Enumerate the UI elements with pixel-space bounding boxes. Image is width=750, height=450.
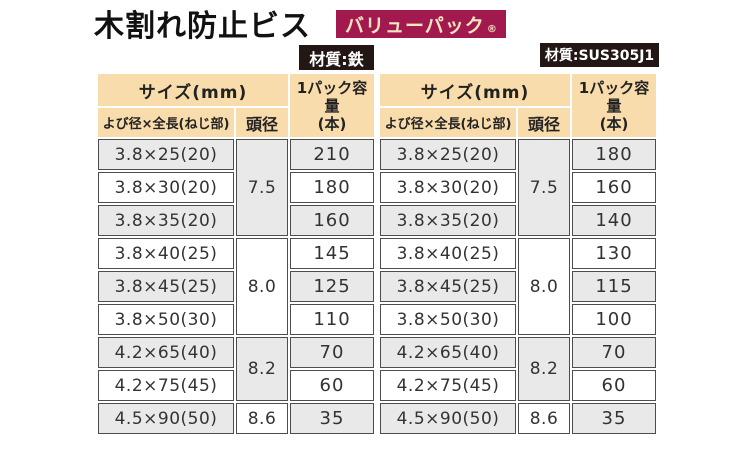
- size-cell: 4.5×90(50): [380, 403, 516, 434]
- size-group-header: サイズ(mm): [380, 74, 570, 106]
- table-row: 4.2×75(45) 60: [98, 370, 374, 401]
- spec-table-header: サイズ(mm) 1パック容量 (本) よび径×全長(ねじ部) 頭径: [380, 74, 656, 137]
- header-row-top: サイズ(mm) 1パック容量 (本): [98, 74, 374, 137]
- header-row-sub: よび径×全長(ねじ部) 頭径: [380, 108, 656, 137]
- value-pack-label: バリューパック: [345, 14, 485, 37]
- table-row: 3.8×25(20) 7.5 210: [98, 139, 374, 236]
- size-cell: 3.8×30(20): [380, 172, 516, 203]
- head-diameter-cell: 8.2: [236, 337, 288, 401]
- head-diameter-cell: 8.0: [518, 238, 570, 335]
- material-sus-badge: 材質:SUS305J1: [540, 43, 659, 67]
- table-row: 3.8×40(25) 8.0 145: [98, 238, 374, 335]
- capacity-cell: 145: [290, 238, 374, 269]
- header-row-sub: よび径×全長(ねじ部) 頭径: [98, 108, 374, 137]
- table-row: 4.5×90(50) 8.6 35: [380, 403, 656, 434]
- size-group-header: サイズ(mm): [98, 74, 288, 106]
- capacity-cell: 70: [572, 337, 656, 368]
- registered-trademark-symbol: ®: [486, 24, 497, 35]
- capacity-cell: 60: [572, 370, 656, 401]
- table-row: 3.8×35(20) 140: [380, 205, 656, 236]
- table-row: 3.8×25(20) 7.5 180: [380, 139, 656, 236]
- table-row: 4.5×90(50) 8.6 35: [98, 403, 374, 434]
- table-row: 3.8×50(30) 100: [380, 304, 656, 335]
- capacity-cell: 125: [290, 271, 374, 302]
- capacity-cell: 210: [290, 139, 374, 170]
- material-iron-badge: 材質:鉄: [299, 45, 374, 70]
- table-row: 3.8×45(25) 125: [98, 271, 374, 302]
- head-diameter-cell: 7.5: [236, 139, 288, 236]
- size-column-header: よび径×全長(ねじ部): [380, 108, 516, 137]
- table-row: 3.8×30(20) 180: [98, 172, 374, 203]
- capacity-header-line2: (本): [599, 114, 629, 133]
- capacity-cell: 180: [572, 139, 656, 170]
- table-row: 3.8×35(20) 160: [98, 205, 374, 236]
- head-diameter-column-header: 頭径: [236, 108, 288, 137]
- table-row: 3.8×50(30) 110: [98, 304, 374, 335]
- head-diameter-cell: 8.6: [236, 403, 288, 434]
- capacity-cell: 115: [572, 271, 656, 302]
- head-diameter-cell: 8.2: [518, 337, 570, 401]
- capacity-cell: 160: [572, 172, 656, 203]
- capacity-cell: 60: [290, 370, 374, 401]
- size-cell: 3.8×30(20): [98, 172, 234, 203]
- head-diameter-cell: 8.6: [518, 403, 570, 434]
- capacity-cell: 70: [290, 337, 374, 368]
- table-row: 3.8×30(20) 160: [380, 172, 656, 203]
- capacity-cell: 35: [572, 403, 656, 434]
- table-row: 3.8×45(25) 115: [380, 271, 656, 302]
- spec-table-sus: サイズ(mm) 1パック容量 (本) よび径×全長(ねじ部) 頭径 3.8×25…: [378, 72, 658, 436]
- size-cell: 3.8×25(20): [380, 139, 516, 170]
- size-cell: 4.2×75(45): [98, 370, 234, 401]
- size-cell: 3.8×40(25): [380, 238, 516, 269]
- size-cell: 3.8×25(20): [98, 139, 234, 170]
- table-row: 4.2×65(40) 8.2 70: [380, 337, 656, 401]
- capacity-cell: 110: [290, 304, 374, 335]
- size-cell: 3.8×35(20): [380, 205, 516, 236]
- size-cell: 3.8×35(20): [98, 205, 234, 236]
- capacity-cell: 130: [572, 238, 656, 269]
- spec-table-body-iron: 3.8×25(20) 7.5 210 3.8×30(20) 180 3.8×35(20) 1…: [98, 139, 374, 434]
- size-cell: 3.8×40(25): [98, 238, 234, 269]
- size-column-header: よび径×全長(ねじ部): [98, 108, 234, 137]
- capacity-header-line2: (本): [317, 114, 347, 133]
- size-cell: 4.2×75(45): [380, 370, 516, 401]
- value-pack-badge: バリューパック ®: [336, 10, 506, 38]
- head-diameter-column-header: 頭径: [518, 108, 570, 137]
- capacity-cell: 160: [290, 205, 374, 236]
- capacity-header: 1パック容量 (本): [572, 74, 656, 137]
- spec-table-body-sus: 3.8×25(20) 7.5 180 3.8×30(20) 160 3.8×35(20) 1…: [380, 139, 656, 434]
- size-cell: 3.8×50(30): [380, 304, 516, 335]
- header-row-top: サイズ(mm) 1パック容量 (本): [380, 74, 656, 137]
- page-title: 木割れ防止ビス: [94, 9, 311, 44]
- capacity-header-line1: 1パック容量: [578, 78, 650, 115]
- table-row: 3.8×40(25) 8.0 130: [380, 238, 656, 335]
- capacity-header: 1パック容量 (本): [290, 74, 374, 137]
- size-cell: 4.5×90(50): [98, 403, 234, 434]
- size-cell: 4.2×65(40): [98, 337, 234, 368]
- size-cell: 3.8×45(25): [380, 271, 516, 302]
- capacity-cell: 140: [572, 205, 656, 236]
- size-cell: 3.8×50(30): [98, 304, 234, 335]
- size-cell: 4.2×65(40): [380, 337, 516, 368]
- capacity-cell: 180: [290, 172, 374, 203]
- size-cell: 3.8×45(25): [98, 271, 234, 302]
- table-row: 4.2×75(45) 60: [380, 370, 656, 401]
- spec-table-header: サイズ(mm) 1パック容量 (本) よび径×全長(ねじ部) 頭径: [98, 74, 374, 137]
- capacity-header-line1: 1パック容量: [296, 78, 368, 115]
- head-diameter-cell: 8.0: [236, 238, 288, 335]
- head-diameter-cell: 7.5: [518, 139, 570, 236]
- table-row: 4.2×65(40) 8.2 70: [98, 337, 374, 401]
- capacity-cell: 100: [572, 304, 656, 335]
- capacity-cell: 35: [290, 403, 374, 434]
- spec-table-iron: サイズ(mm) 1パック容量 (本) よび径×全長(ねじ部) 頭径 3.8×25…: [96, 72, 376, 436]
